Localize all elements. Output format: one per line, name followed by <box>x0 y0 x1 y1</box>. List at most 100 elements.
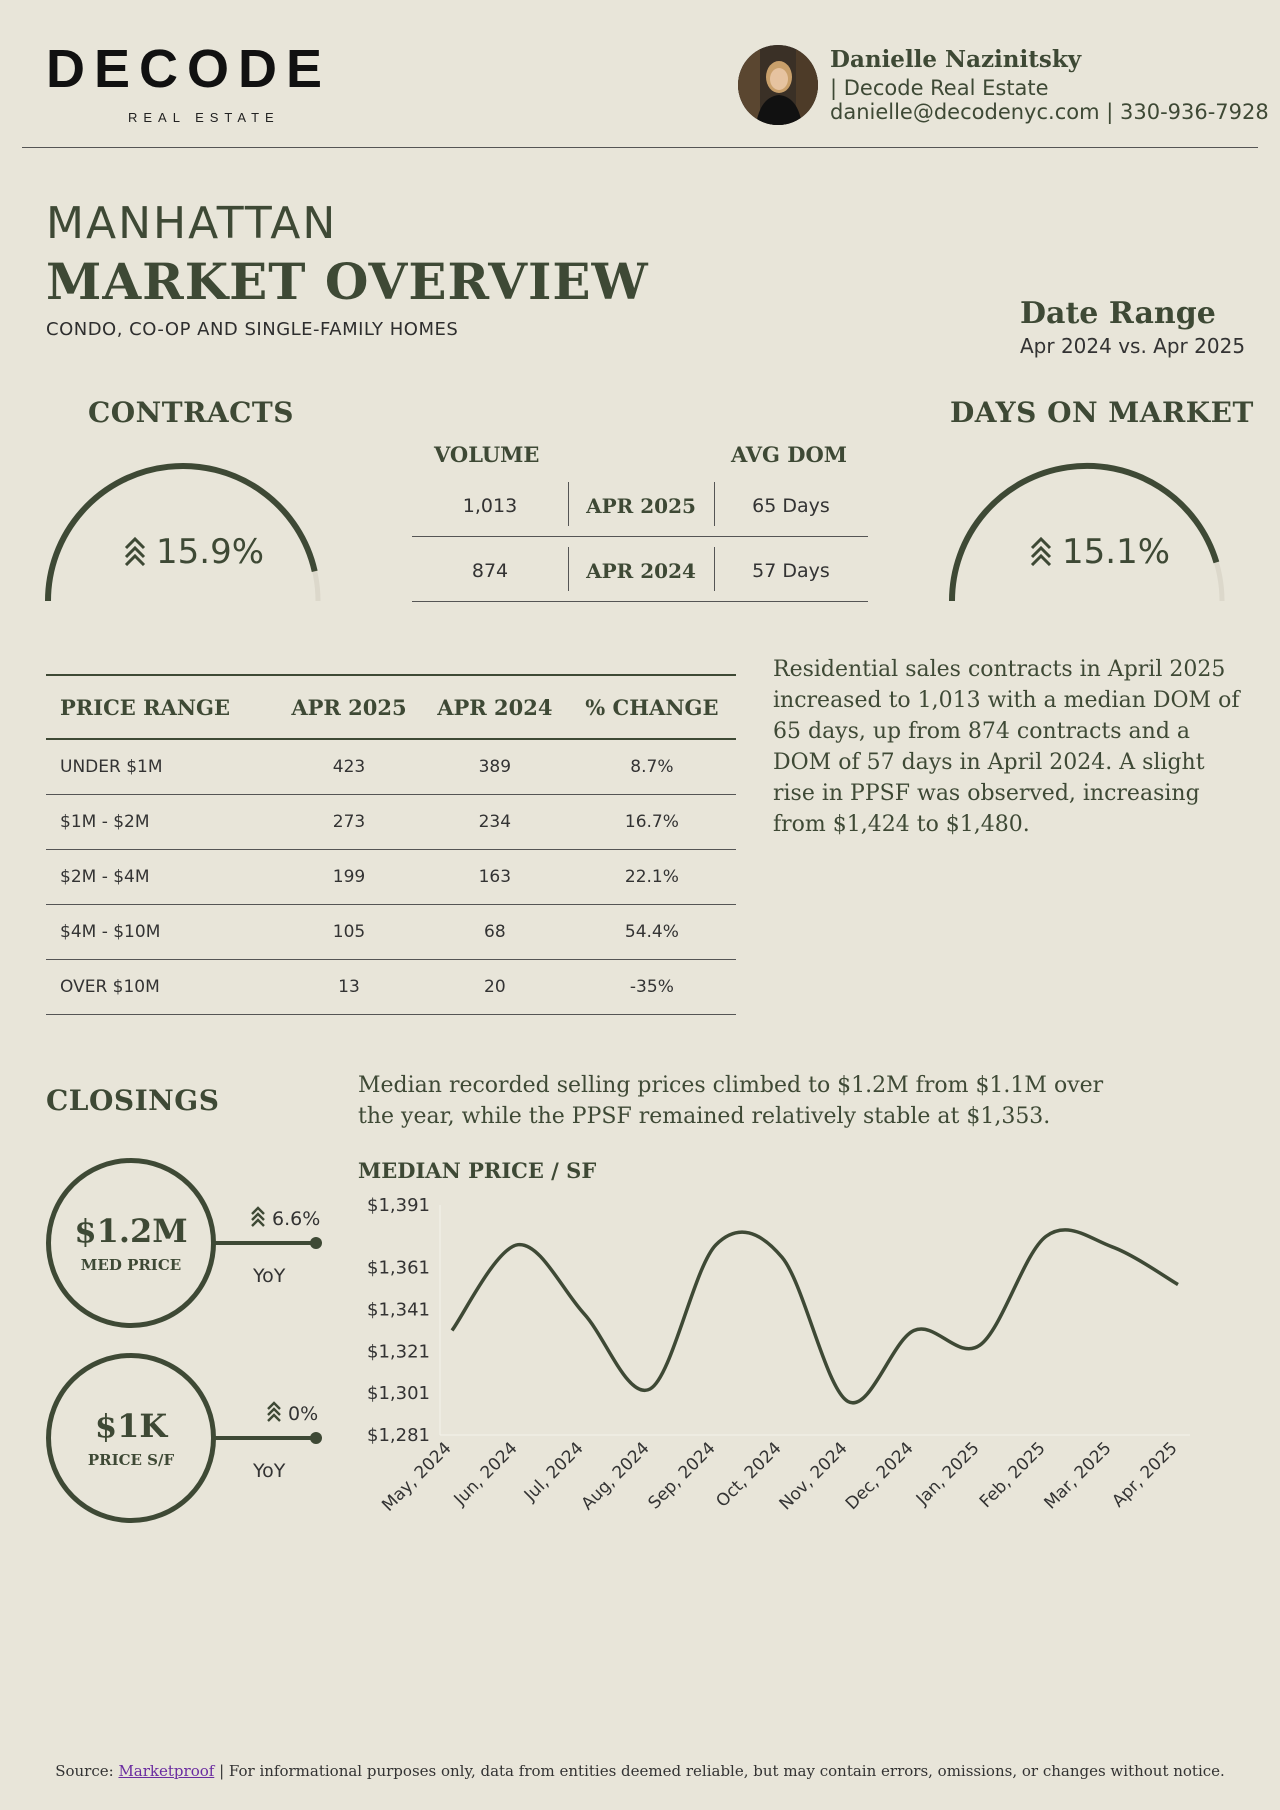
series-line <box>450 1228 1179 1405</box>
table-cell: 68 <box>421 904 568 960</box>
x-tick-label: Feb, 2025 <box>976 1438 1050 1512</box>
y-tick-label: $1,301 <box>367 1383 430 1404</box>
table-cell: 16.7% <box>567 794 736 850</box>
table-cell: OVER $10M <box>46 959 277 1015</box>
price-sf-value: $1K <box>94 1407 168 1445</box>
volume-row: 874 APR 2024 57 Days <box>412 541 868 602</box>
volume-value: 874 <box>471 560 509 582</box>
logo-subtitle: REAL ESTATE <box>128 110 280 125</box>
x-tick-label: May, 2024 <box>378 1438 455 1515</box>
table-cell: 13 <box>276 959 422 1015</box>
table-cell: $1M - $2M <box>46 794 277 850</box>
x-tick-label: Jul, 2024 <box>520 1438 588 1506</box>
table-row: UNDER $1M 423 389 8.7% <box>46 739 736 795</box>
price-sf-circle: $1K PRICE S/F <box>46 1353 216 1523</box>
table-cell: 22.1% <box>567 849 736 905</box>
table-cell: 8.7% <box>567 739 736 795</box>
x-tick-label: Sep, 2024 <box>644 1438 719 1513</box>
table-cell: 163 <box>421 849 568 905</box>
table-row: $4M - $10M 105 68 54.4% <box>46 904 736 960</box>
contracts-change: 15.9% <box>124 532 264 572</box>
x-tick-label: Jan, 2025 <box>912 1438 984 1510</box>
logo-wordmark: DECODE <box>46 39 332 99</box>
med-price-change-value: 6.6% <box>272 1207 321 1230</box>
connector-dot <box>310 1237 322 1249</box>
page-title-city: MANHATTAN <box>46 198 338 249</box>
table-row: $2M - $4M 199 163 22.1% <box>46 849 736 905</box>
column-header: APR 2025 <box>276 674 422 740</box>
table-cell: $4M - $10M <box>46 904 277 960</box>
column-header: APR 2024 <box>421 674 568 740</box>
closings-heading: CLOSINGS <box>46 1084 220 1117</box>
agent-avatar <box>738 45 818 125</box>
volume-header: VOLUME <box>434 442 540 467</box>
source-link[interactable]: Marketproof <box>118 1762 215 1780</box>
footer-prefix: Source: <box>55 1762 114 1780</box>
agent-company: | Decode Real Estate <box>830 76 1049 100</box>
dom-gauge <box>949 462 1225 602</box>
table-cell: 54.4% <box>567 904 736 960</box>
med-price-period: YoY <box>253 1265 286 1287</box>
x-tick-label: Aug, 2024 <box>578 1438 654 1514</box>
price-sf-change-value: 0% <box>288 1402 319 1425</box>
table-cell: $2M - $4M <box>46 849 277 905</box>
price-sf-change: 0% <box>266 1400 318 1427</box>
table-cell: -35% <box>567 959 736 1015</box>
med-price-label: MED PRICE <box>80 1256 182 1274</box>
dom-change-value: 15.1% <box>1062 532 1171 572</box>
x-tick-label: Jun, 2024 <box>450 1438 522 1510</box>
header-divider <box>22 147 1258 148</box>
agent-contact[interactable]: danielle@decodenyc.com | 330-936-7928 <box>830 100 1269 124</box>
median-price-sf-chart: $1,391 $1,361 $1,341 $1,321 $1,301 $1,281May,… <box>367 1195 1190 1516</box>
price-sf-label: PRICE S/F <box>87 1451 175 1469</box>
dom-value: 57 Days <box>752 560 830 582</box>
page-subtitle: CONDO, CO-OP AND SINGLE-FAMILY HOMES <box>46 319 459 340</box>
table-cell: 234 <box>421 794 568 850</box>
price-sf-period: YoY <box>253 1460 286 1482</box>
volume-row: 1,013 APR 2025 65 Days <box>412 476 868 537</box>
table-cell: 105 <box>276 904 422 960</box>
med-price-value: $1.2M <box>74 1212 188 1250</box>
period-label: APR 2025 <box>586 494 696 518</box>
double-chevron-up-icon <box>124 534 148 571</box>
table-cell: UNDER $1M <box>46 739 277 795</box>
contracts-heading: CONTRACTS <box>88 396 294 429</box>
x-tick-label: Dec, 2024 <box>842 1438 918 1514</box>
price-range-table: PRICE RANGE APR 2025 APR 2024 % CHANGE U… <box>46 674 736 1015</box>
y-tick-label: $1,361 <box>367 1258 430 1279</box>
double-chevron-up-icon <box>266 1400 282 1427</box>
table-cell: 389 <box>421 739 568 795</box>
contracts-change-value: 15.9% <box>156 532 265 572</box>
x-tick-label: Nov, 2024 <box>776 1438 852 1514</box>
connector-dot <box>310 1432 322 1444</box>
page-title: MARKET OVERVIEW <box>46 252 649 311</box>
dom-change: 15.1% <box>1030 532 1170 572</box>
volume-value: 1,013 <box>462 495 518 517</box>
connector-line <box>214 1241 314 1245</box>
x-tick-label: Mar, 2025 <box>1040 1438 1115 1513</box>
footer: Source: Marketproof | For informational … <box>0 1762 1280 1780</box>
table-cell: 20 <box>421 959 568 1015</box>
date-range-heading: Date Range <box>1020 296 1216 331</box>
y-tick-label: $1,281 <box>367 1425 430 1446</box>
table-cell: 273 <box>276 794 422 850</box>
agent-name: Danielle Nazinitsky <box>830 46 1082 73</box>
avg-dom-header: AVG DOM <box>731 442 848 467</box>
y-tick-label: $1,321 <box>367 1341 430 1362</box>
med-price-circle: $1.2M MED PRICE <box>46 1158 216 1328</box>
column-header: % CHANGE <box>567 674 736 740</box>
connector-line <box>214 1436 314 1440</box>
table-row: OVER $10M 13 20 -35% <box>46 959 736 1015</box>
table-header-row: PRICE RANGE APR 2025 APR 2024 % CHANGE <box>46 674 736 740</box>
table-cell: 199 <box>276 849 422 905</box>
x-tick-label: Apr, 2025 <box>1108 1438 1181 1511</box>
double-chevron-up-icon <box>1030 534 1054 571</box>
chart-title: MEDIAN PRICE / SF <box>358 1158 597 1183</box>
dom-value: 65 Days <box>752 495 830 517</box>
table-cell: 423 <box>276 739 422 795</box>
footer-disclaimer: | For informational purposes only, data … <box>219 1762 1225 1780</box>
y-tick-label: $1,391 <box>367 1195 430 1216</box>
column-header: PRICE RANGE <box>46 674 277 740</box>
double-chevron-up-icon <box>250 1205 266 1232</box>
contracts-gauge <box>45 462 321 602</box>
